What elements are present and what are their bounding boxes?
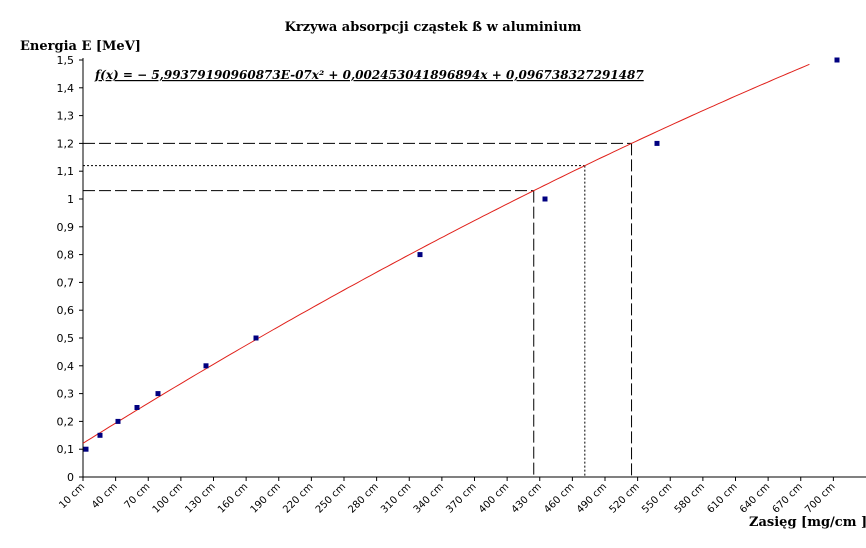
y-tick-label: 1,5 [57,54,75,67]
x-tick-label: 250 cm [314,481,348,515]
x-tick-label: 370 cm [444,481,478,515]
x-tick-label: 40 cm [90,481,120,511]
y-tick-label: 1,4 [57,82,75,95]
x-tick-label: 520 cm [607,481,641,515]
y-tick-label: 0,9 [57,221,75,234]
data-point [203,363,209,369]
data-point [834,57,840,63]
x-tick-label: 550 cm [640,481,674,515]
y-tick-label: 0,8 [57,249,75,262]
y-tick-label: 0,3 [57,388,75,401]
x-tick-label: 490 cm [575,481,609,515]
x-tick-label: 400 cm [477,481,511,515]
y-tick-label: 0,1 [57,443,75,456]
x-tick-label: 460 cm [542,481,576,515]
data-point [654,140,660,146]
chart-title: Krzywa absorpcji cząstek ß w aluminium [285,20,582,35]
y-tick-label: 1 [67,193,74,206]
data-point [155,391,161,397]
y-tick-label: 1,1 [57,165,75,178]
reference-lines [83,142,633,477]
data-point [115,418,121,424]
data-point [134,405,140,410]
fit-curve [82,63,810,444]
x-tick-label: 190 cm [249,481,283,515]
data-point [97,432,103,438]
y-tick-label: 0,4 [57,360,75,373]
x-tick-label: 430 cm [510,481,544,515]
fit-curve-group [82,63,810,444]
x-tick-label: 700 cm [803,481,837,515]
x-axis-label: Zasięg [mg/cm ] [749,515,866,530]
x-tick-label: 310 cm [379,481,413,515]
x-tick-label: 580 cm [673,481,707,515]
x-tick-label: 610 cm [705,481,739,515]
fit-formula: f(x) = − 5,99379190960873E-07x² + 0,0024… [94,68,644,82]
x-tick-label: 160 cm [216,481,250,515]
data-point [542,196,548,202]
data-point [83,446,89,452]
y-tick-label: 0,2 [57,415,75,428]
x-tick-label: 130 cm [183,481,217,515]
x-tick-label: 220 cm [281,481,315,515]
x-tick-label: 640 cm [738,481,772,515]
y-tick-label: 1,3 [57,110,75,123]
x-tick-label: 70 cm [123,481,153,511]
axes: 0 0,1 0,2 0,3 0,4 0,5 0,6 0,7 0,8 0,9 1 1,1 1,2 1,3 1,… [57,54,866,516]
data-point [253,335,259,341]
y-axis-label: Energia E [MeV] [20,39,141,54]
x-tick-label: 100 cm [151,481,185,515]
y-tick-label: 0 [67,471,74,484]
y-tick-label: 0,7 [57,276,75,289]
y-tick-label: 0,5 [57,332,75,345]
x-tick-label: 670 cm [771,481,805,515]
y-tick-label: 1,2 [57,137,75,150]
y-tick-label: 0,6 [57,304,75,317]
data-point [417,252,423,258]
x-tick-label: 340 cm [412,481,446,515]
x-tick-label: 280 cm [346,481,380,515]
x-tick-label: 10 cm [57,481,87,511]
data-points [83,57,840,452]
